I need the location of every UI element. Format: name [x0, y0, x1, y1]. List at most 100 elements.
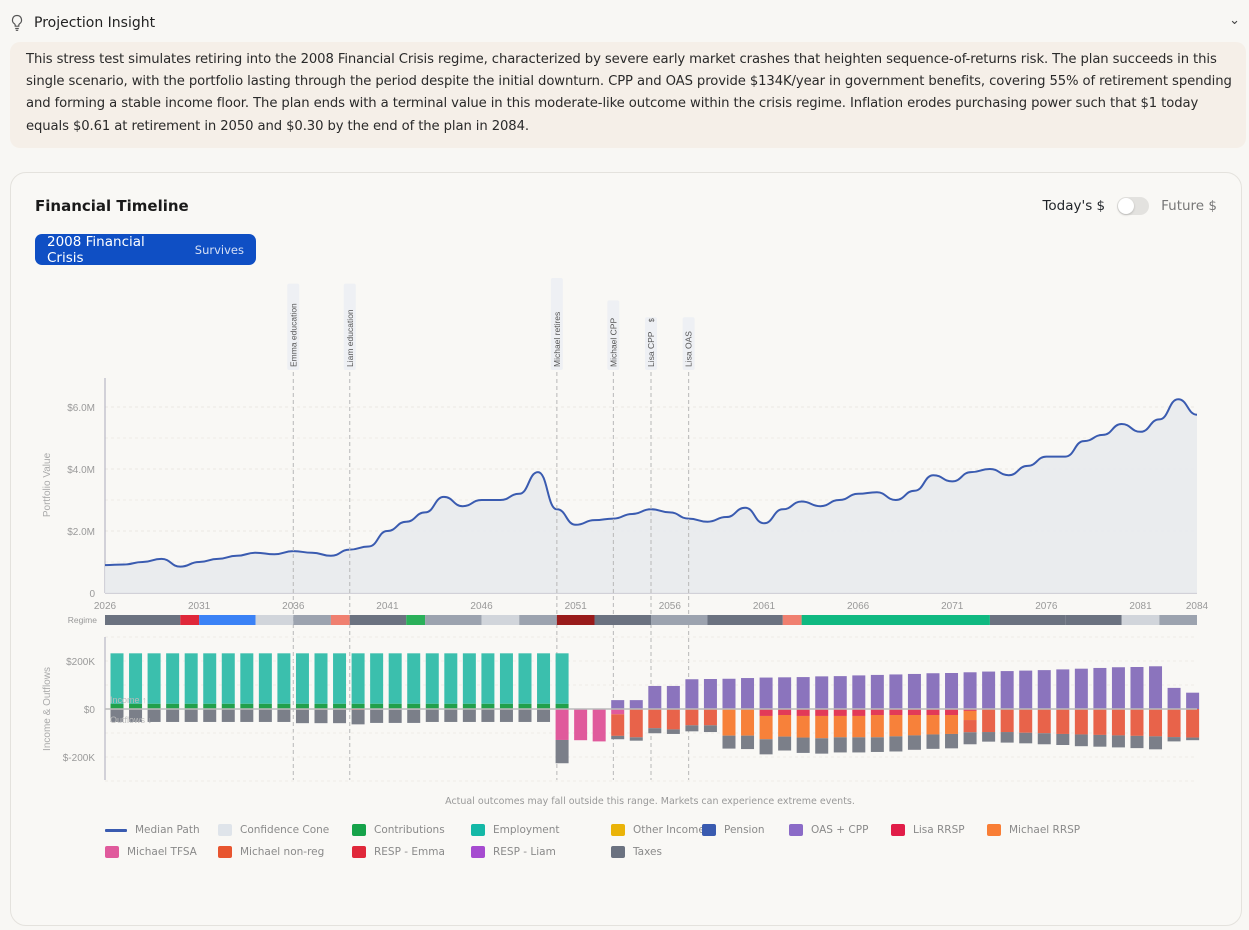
event-label: Lisa CPP	[646, 331, 656, 367]
bar-segment-contributions	[518, 703, 532, 709]
confidence-cone-area	[105, 399, 1197, 593]
bar-segment-michael-rrsp	[852, 715, 866, 738]
legend-swatch	[789, 824, 803, 836]
bar-segment-taxes	[1037, 733, 1051, 745]
legend-item-other-income[interactable]: Other Income	[611, 824, 705, 836]
bar-segment-employment	[240, 653, 254, 704]
legend-label: RESP - Emma	[374, 846, 445, 858]
bar-segment-taxes	[611, 735, 625, 740]
bar-segment-oas-cpp	[629, 700, 643, 709]
bar-segment-oas-cpp	[1019, 670, 1033, 709]
regime-segment	[782, 615, 802, 625]
legend-swatch	[471, 824, 485, 836]
bar-segment-employment	[258, 653, 272, 704]
bar-segment-oas-cpp	[611, 700, 625, 709]
bar-segment-taxes	[388, 709, 402, 723]
legend-swatch	[611, 824, 625, 836]
bar-segment-taxes	[166, 709, 180, 722]
bar-segment-employment	[555, 653, 569, 704]
legend-item-oas-cpp[interactable]: OAS + CPP	[789, 824, 868, 836]
bar-segment-michael-rrsp	[963, 710, 977, 721]
bar-segment-taxes	[815, 738, 829, 754]
bar-segment-taxes	[110, 709, 124, 722]
legend-item-resp-emma[interactable]: RESP - Emma	[352, 846, 445, 858]
bar-segment-michael-rrsp	[833, 715, 847, 738]
bar-segment-taxes	[425, 709, 439, 722]
bar-segment-contributions	[555, 703, 569, 709]
bar-segment-lisa-rrsp	[963, 709, 977, 711]
bar-segment-contributions	[388, 703, 402, 709]
legend-item-michael-rrsp[interactable]: Michael RRSP	[987, 824, 1080, 836]
regime-segment	[594, 615, 651, 625]
bar-segment-michael-nonreg	[963, 720, 977, 733]
bar-segment-michael-rrsp	[815, 715, 829, 739]
bar-segment-taxes	[1019, 732, 1033, 744]
bar-segment-lisa-rrsp	[796, 709, 810, 716]
income-direction-label: Income ↑	[110, 695, 147, 705]
legend-swatch	[611, 846, 625, 858]
bar-segment-michael-tfsa	[574, 709, 588, 741]
bar-segment-oas-cpp	[648, 685, 662, 709]
bar-segment-employment	[481, 653, 495, 704]
bar-segment-michael-nonreg	[611, 714, 625, 736]
bar-segment-employment	[203, 653, 217, 704]
regime-segment	[651, 615, 708, 625]
bar-segment-taxes	[1167, 737, 1181, 742]
event-label: Lisa OAS	[684, 331, 694, 367]
todays-dollars-label: Today's $	[1042, 198, 1106, 214]
legend-item-taxes[interactable]: Taxes	[611, 846, 662, 858]
legend-item-median-path[interactable]: Median Path	[105, 824, 200, 836]
bar-segment-taxes	[351, 709, 365, 725]
legend-item-michael-non-reg[interactable]: Michael non-reg	[218, 846, 324, 858]
x-tick-label: 2046	[470, 601, 493, 612]
x-tick-label: 2041	[376, 601, 399, 612]
bar-segment-michael-nonreg	[1186, 709, 1200, 738]
bar-segment-taxes	[889, 736, 903, 752]
projection-insight-header[interactable]: Projection Insight ⌄	[10, 10, 1242, 36]
bar-segment-michael-nonreg	[703, 709, 717, 726]
bar-segment-taxes	[741, 735, 755, 750]
bar-segment-taxes	[518, 709, 532, 722]
legend-item-resp-liam[interactable]: RESP - Liam	[471, 846, 556, 858]
bar-segment-contributions	[407, 703, 421, 709]
legend-label: Contributions	[374, 824, 445, 836]
legend-swatch	[218, 824, 232, 836]
bar-segment-taxes	[759, 739, 773, 755]
event-label: Michael retires	[552, 312, 562, 367]
legend-item-lisa-rrsp[interactable]: Lisa RRSP	[891, 824, 965, 836]
bar-segment-taxes	[444, 709, 458, 722]
chevron-down-icon[interactable]: ⌄	[1229, 13, 1240, 28]
bar-segment-michael-rrsp	[741, 709, 755, 736]
event-extra-marker: $	[649, 318, 656, 322]
legend-item-employment[interactable]: Employment	[471, 824, 560, 836]
bar-segment-oas-cpp	[1056, 669, 1070, 709]
bar-segment-oas-cpp	[1186, 692, 1200, 709]
bar-segment-lisa-rrsp	[833, 709, 847, 716]
scenario-chip[interactable]: 2008 Financial Crisis Survives	[35, 234, 256, 266]
bar-segment-oas-cpp	[963, 672, 977, 709]
bar-segment-michael-nonreg	[1056, 709, 1070, 734]
card-title: Financial Timeline	[35, 197, 189, 215]
legend-item-contributions[interactable]: Contributions	[352, 824, 445, 836]
bar-segment-contributions	[444, 703, 458, 709]
bar-segment-taxes	[907, 735, 921, 750]
bar-segment-oas-cpp	[852, 675, 866, 709]
bar-segment-taxes	[945, 733, 959, 749]
bar-segment-michael-rrsp	[722, 709, 736, 736]
legend-item-confidence-cone[interactable]: Confidence Cone	[218, 824, 329, 836]
regime-segment	[330, 615, 350, 625]
bar-segment-taxes	[1074, 734, 1088, 747]
bar-segment-michael-rrsp	[907, 715, 921, 736]
legend-item-michael-tfsa[interactable]: Michael TFSA	[105, 846, 197, 858]
legend-item-pension[interactable]: Pension	[702, 824, 765, 836]
bar-segment-taxes	[370, 709, 384, 723]
bar-segment-oas-cpp	[666, 685, 680, 709]
legend-label: Other Income	[633, 824, 705, 836]
bar-segment-michael-rrsp	[796, 715, 810, 738]
event-label-bg	[343, 283, 356, 370]
bar-segment-employment	[110, 653, 124, 704]
bar-segment-michael-nonreg	[1167, 709, 1181, 738]
bar-segment-oas-cpp	[926, 673, 940, 709]
dollar-mode-toggle[interactable]	[1117, 197, 1150, 215]
y-tick-label: $6.0M	[67, 403, 95, 414]
